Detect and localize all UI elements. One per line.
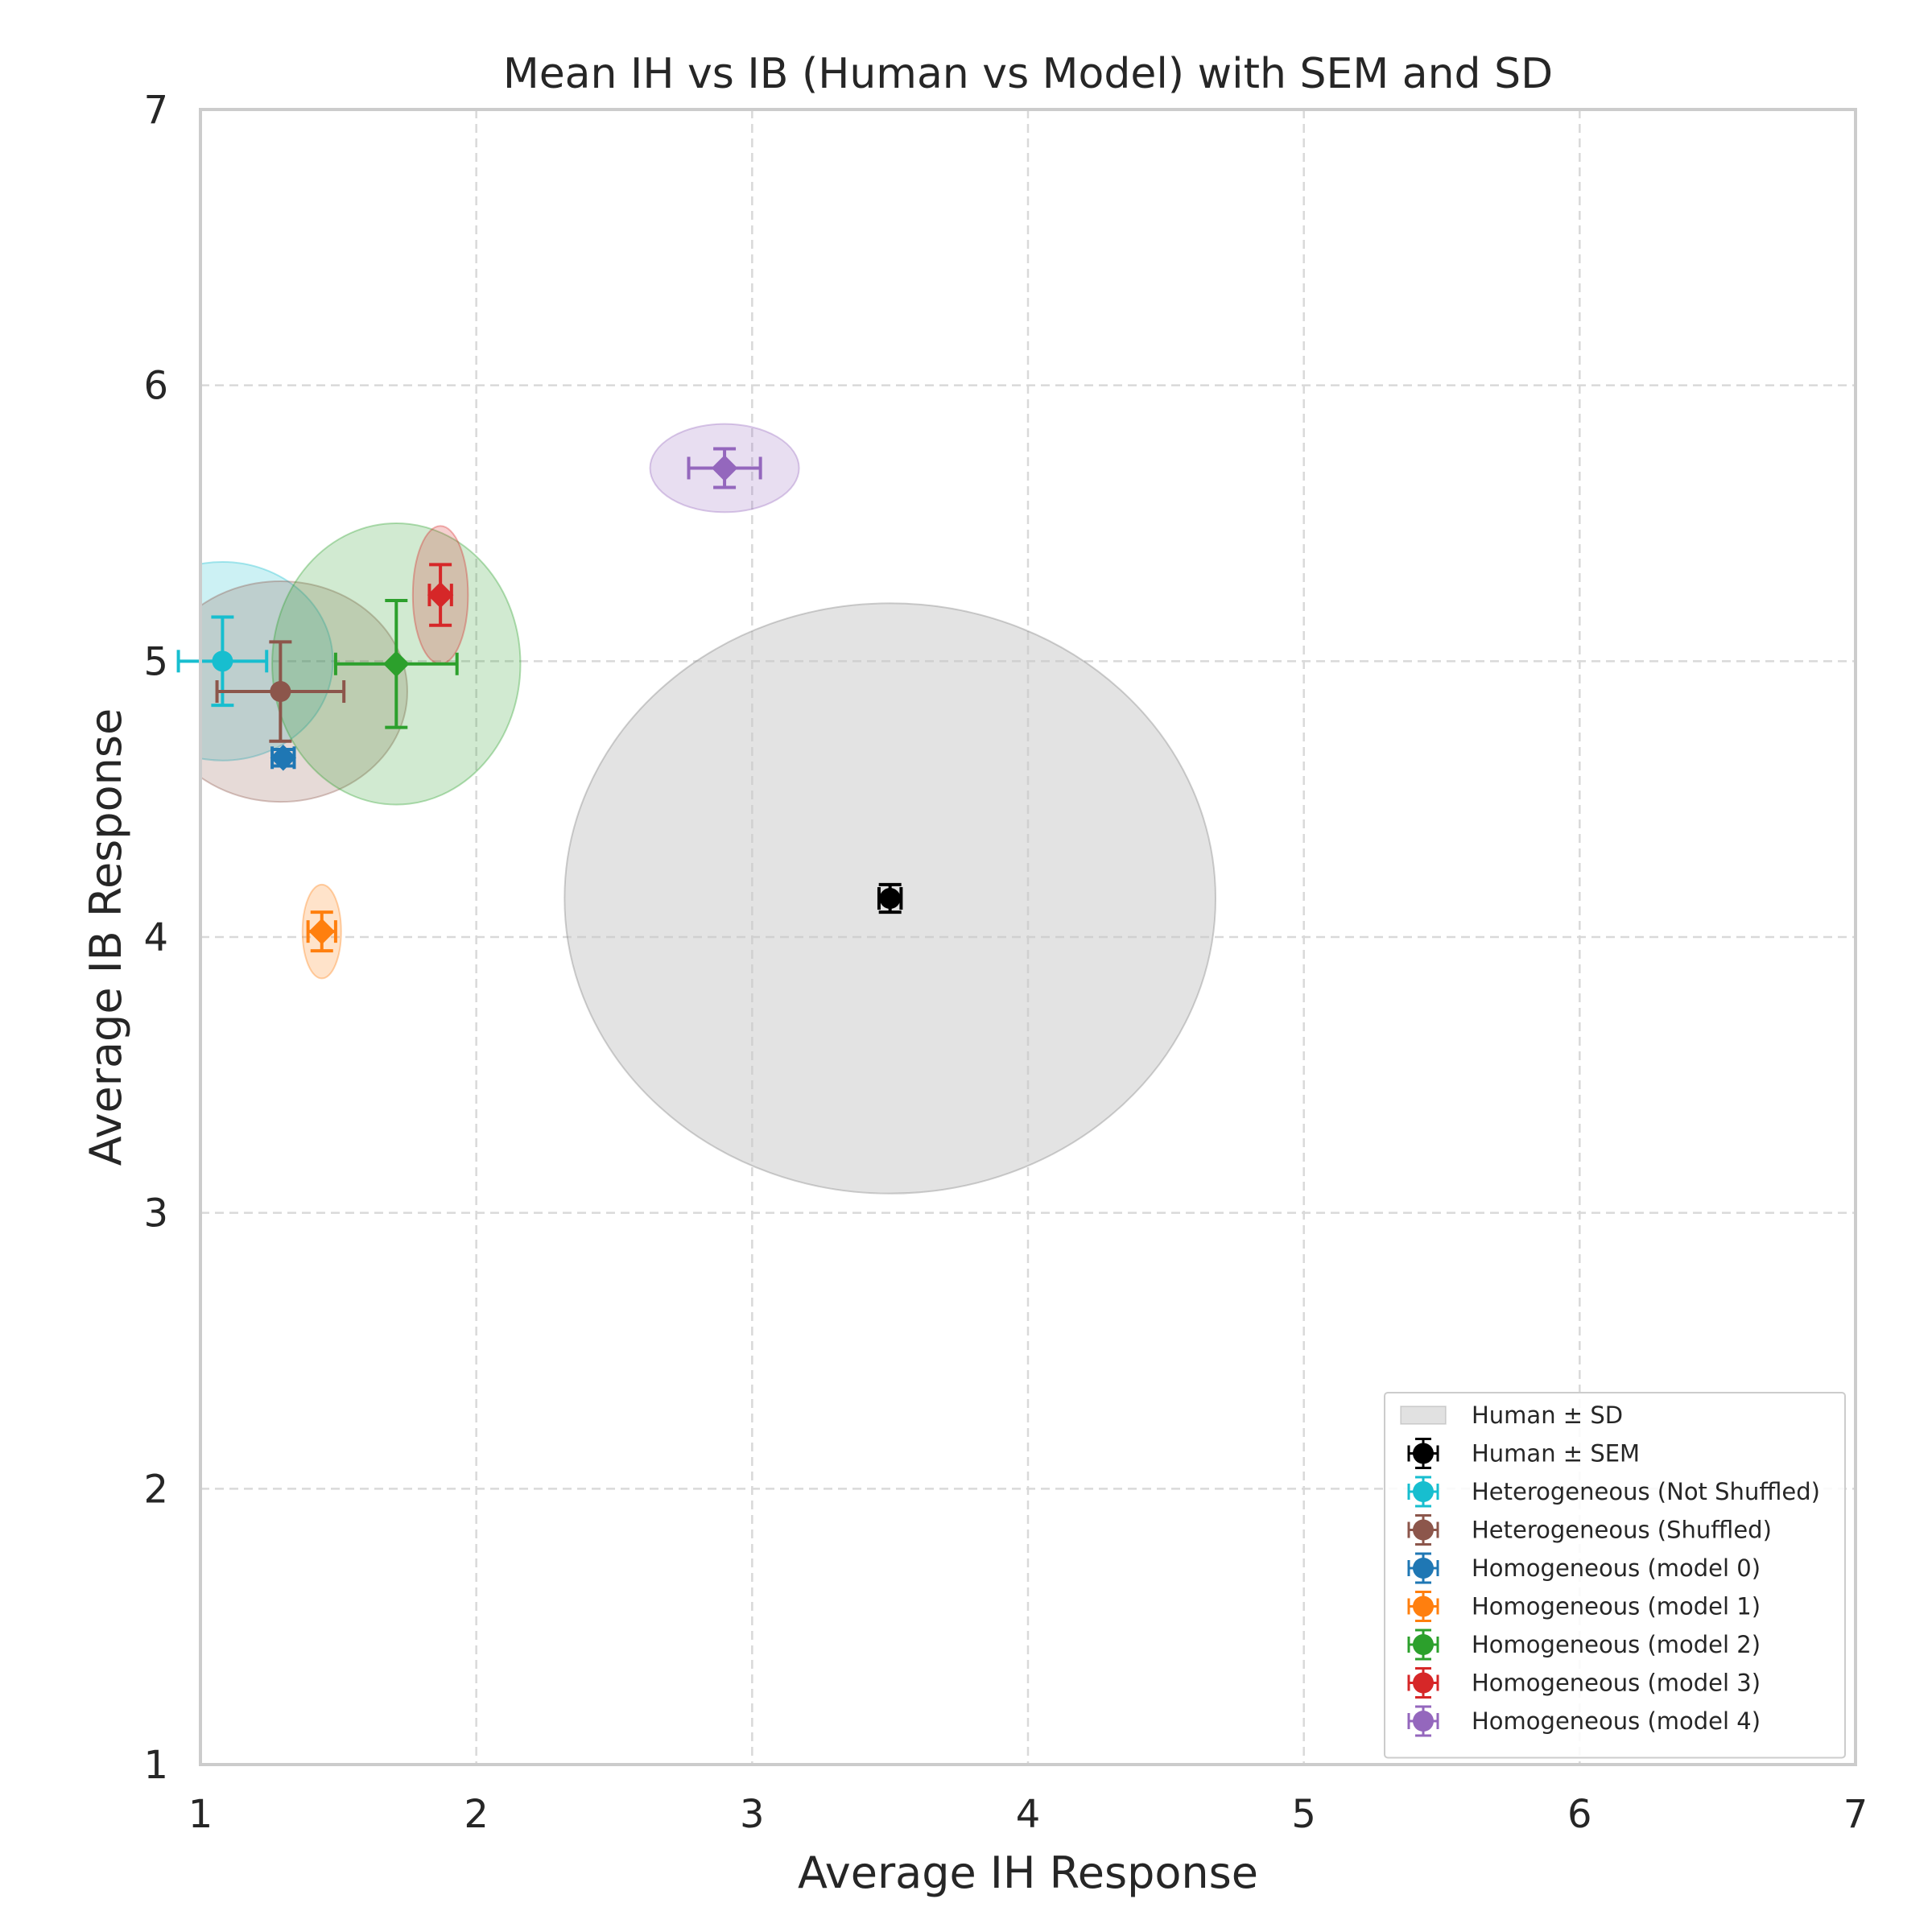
legend-entry: Homogeneous (model 0) — [1407, 1552, 1761, 1584]
data-point-group — [176, 615, 269, 708]
data-point-group — [877, 882, 903, 914]
data-point — [427, 581, 454, 609]
legend-label: Homogeneous (model 4) — [1472, 1707, 1761, 1735]
x-tick-label: 6 — [1567, 1792, 1592, 1837]
data-point — [879, 888, 901, 910]
x-tick-label: 5 — [1291, 1792, 1316, 1837]
data-point-group — [427, 563, 454, 627]
y-tick-label: 6 — [143, 364, 168, 409]
legend-entry: Homogeneous (model 3) — [1407, 1667, 1761, 1699]
y-tick-label: 4 — [143, 915, 168, 960]
data-point-group — [687, 447, 762, 489]
legend-marker — [1413, 1443, 1434, 1464]
legend-label: Homogeneous (model 1) — [1472, 1593, 1761, 1620]
legend-entry: Homogeneous (model 4) — [1407, 1705, 1761, 1737]
legend-entry: Human ± SEM — [1407, 1438, 1640, 1469]
legend-sd-swatch — [1400, 1406, 1447, 1425]
x-tick-label: 4 — [1016, 1792, 1041, 1837]
data-point-group — [215, 640, 346, 743]
sem-errorbars — [176, 447, 903, 953]
data-point-group — [306, 910, 337, 953]
data-point — [383, 650, 410, 678]
x-tick-label: 2 — [464, 1792, 489, 1837]
y-tick-label: 1 — [143, 1743, 168, 1788]
y-axis-label: Average IB Response — [80, 708, 131, 1166]
legend-marker — [1413, 1558, 1434, 1579]
x-tick-label: 1 — [188, 1792, 213, 1837]
x-tick-label: 7 — [1843, 1792, 1868, 1837]
data-point — [270, 745, 297, 771]
legend-entry: Heterogeneous (Not Shuffled) — [1407, 1476, 1820, 1508]
legend-marker — [1413, 1672, 1434, 1694]
y-tick-label: 5 — [143, 639, 168, 684]
legend-marker — [1413, 1634, 1434, 1655]
y-tick-label: 7 — [143, 88, 168, 133]
legend-box — [1384, 1392, 1846, 1759]
data-point — [308, 918, 336, 945]
legend-entry: Homogeneous (model 1) — [1407, 1591, 1761, 1622]
y-tick-label: 2 — [143, 1467, 168, 1512]
legend-marker — [1413, 1481, 1434, 1502]
legend-entry: Homogeneous (model 2) — [1407, 1629, 1761, 1661]
legend-label: Human ± SEM — [1472, 1440, 1640, 1468]
chart-title: Mean IH vs IB (Human vs Model) with SEM … — [503, 50, 1553, 98]
data-point — [270, 681, 291, 703]
data-point — [212, 650, 233, 672]
legend-marker — [1413, 1711, 1434, 1732]
data-point-group — [270, 745, 297, 771]
legend-label: Human ± SD — [1472, 1402, 1623, 1429]
data-point-group — [333, 598, 459, 729]
legend-marker — [1413, 1519, 1434, 1541]
legend-label: Homogeneous (model 0) — [1472, 1554, 1761, 1582]
legend-marker — [1413, 1596, 1434, 1617]
legend-label: Homogeneous (model 2) — [1472, 1631, 1761, 1658]
legend: Human ± SD Human ± SEM Heterogeneous (Not … — [1384, 1392, 1846, 1759]
x-tick-label: 3 — [740, 1792, 765, 1837]
x-axis-label: Average IH Response — [798, 1847, 1258, 1898]
data-point — [711, 455, 738, 481]
legend-label: Heterogeneous (Shuffled) — [1472, 1517, 1772, 1544]
legend-entry: Heterogeneous (Shuffled) — [1407, 1514, 1772, 1546]
legend-label: Homogeneous (model 3) — [1472, 1670, 1761, 1697]
plot-frame — [199, 108, 1857, 1766]
y-tick-label: 3 — [143, 1191, 168, 1236]
legend-label: Heterogeneous (Not Shuffled) — [1472, 1478, 1820, 1505]
tick-labels: 1 2 3 4 5 6 7 1 2 3 4 5 6 7 — [143, 88, 1868, 1837]
